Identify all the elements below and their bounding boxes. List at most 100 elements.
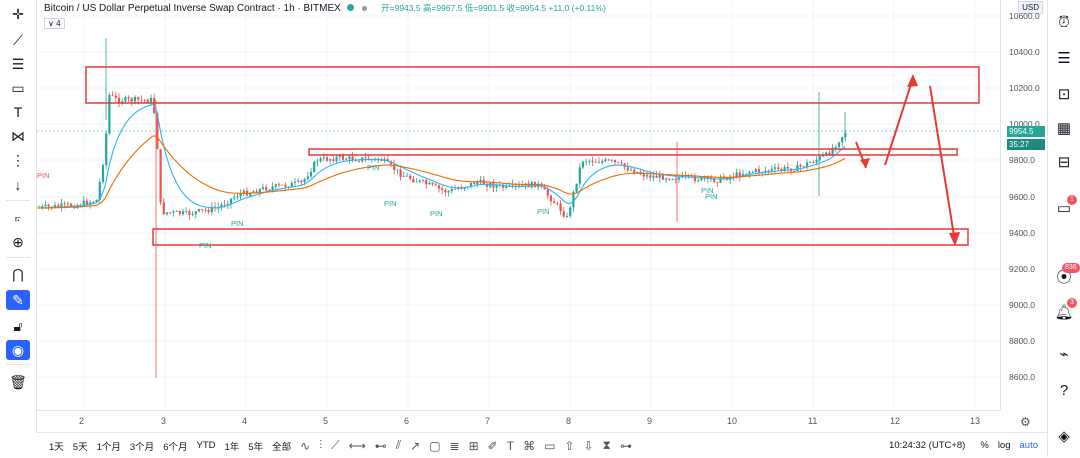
pin-label: PIN <box>367 163 380 172</box>
arrow-up-icon[interactable]: ⇧ <box>564 438 575 453</box>
range-ytd[interactable]: YTD <box>196 440 216 451</box>
arrow-down-icon[interactable]: ↓ <box>14 177 22 193</box>
brush-icon[interactable]: ✐ <box>487 438 498 453</box>
layers-icon[interactable]: ◈ <box>1058 428 1070 445</box>
channel-icon[interactable]: ⫽ <box>395 438 402 452</box>
pattern-icon[interactable]: ⋈ <box>11 127 25 144</box>
candle-body <box>517 184 521 186</box>
watchlist-icon[interactable]: ☰ <box>1057 50 1071 67</box>
candle-body <box>85 200 89 205</box>
ray-icon[interactable]: ↗ <box>410 438 421 453</box>
alarm-clock-icon[interactable]: ⏰︎ <box>1058 13 1070 31</box>
candle-body <box>834 146 837 148</box>
gear-icon[interactable]: ⚙ <box>1020 415 1031 429</box>
range-3m[interactable]: 3个月 <box>129 441 155 453</box>
measure-icon[interactable]: ⧗ <box>602 438 611 452</box>
support-box <box>152 228 969 246</box>
candle-body <box>799 164 802 167</box>
crosshair-icon[interactable]: ✛ <box>12 5 24 22</box>
candle-body <box>341 155 345 160</box>
time-axis[interactable]: 2 3 4 5 6 7 8 9 10 11 12 13 <box>37 410 1000 433</box>
candle-body <box>841 137 844 143</box>
percent-toggle[interactable]: % <box>980 440 989 451</box>
horizontal-lines-icon[interactable]: ☰ <box>11 55 25 72</box>
rectangle-icon[interactable]: ▭ <box>11 79 25 96</box>
clock[interactable]: 10:24:32 (UTC+8) <box>889 440 966 451</box>
prediction-icon[interactable]: ⋮ <box>11 151 25 168</box>
range-1m[interactable]: 1个月 <box>96 441 121 453</box>
screener-icon[interactable]: ⊟ <box>1057 154 1071 171</box>
horizontal-ray-icon[interactable]: ⟷ <box>348 438 366 453</box>
text-tool-icon[interactable]: T <box>13 104 23 120</box>
range-all[interactable]: 全部 <box>272 441 292 453</box>
range-6m[interactable]: 6个月 <box>163 441 188 453</box>
candle-body <box>319 158 322 162</box>
candle-body <box>412 178 415 182</box>
zoom-in-icon[interactable]: ⊕ <box>12 233 24 250</box>
node-icon[interactable]: ⌘ <box>523 438 536 453</box>
auto-toggle[interactable]: auto <box>1019 440 1039 451</box>
candle-body <box>837 142 841 147</box>
box-tool-icon[interactable]: ▢ <box>429 438 441 453</box>
data-window-icon[interactable]: ⊡ <box>1057 86 1071 103</box>
symbol-title: Bitcoin / US Dollar Perpetual Inverse Sw… <box>44 3 341 14</box>
candle-body <box>805 162 809 167</box>
visibility-icon[interactable]: ◉ <box>6 340 30 360</box>
arrow-head <box>907 74 918 87</box>
indicator-toggle[interactable]: ∨ 4 <box>44 18 65 29</box>
lock-drawing-icon[interactable]: ✎ <box>6 290 30 310</box>
candle-body <box>117 97 121 103</box>
text-icon[interactable]: T <box>506 438 515 453</box>
magnet-icon[interactable]: ⋂ <box>12 265 24 282</box>
candle-body <box>745 173 748 175</box>
candle-body <box>149 97 153 103</box>
range-5d[interactable]: 5天 <box>72 441 88 453</box>
chat-icon[interactable]: ▭ <box>1056 200 1072 217</box>
candle-body <box>191 214 194 215</box>
trash-icon[interactable]: 🗑︎ <box>9 373 27 390</box>
ruler-icon[interactable]: ⟔ <box>14 208 22 225</box>
settings-lines-icon[interactable]: ⊶ <box>619 438 632 453</box>
range-1d[interactable]: 1天 <box>49 441 64 453</box>
lock-icon[interactable]: 🔓︎ <box>13 317 23 334</box>
trend-line-icon[interactable]: ⟋ <box>13 31 23 48</box>
pin-label: PIN <box>430 209 443 218</box>
candle-body <box>831 147 834 155</box>
callout-icon[interactable]: ▭ <box>544 438 556 453</box>
candle-body <box>255 191 258 194</box>
candle-body <box>581 161 585 168</box>
candle-body <box>351 156 354 161</box>
price-axis[interactable]: USD 10600.0 10400.0 10200.0 10000.0 9800… <box>1000 0 1047 410</box>
candle-body <box>569 207 572 217</box>
symbol-header[interactable]: Bitcoin / US Dollar Perpetual Inverse Sw… <box>44 2 606 14</box>
pin-label: PIN <box>199 241 212 250</box>
notification-bell-icon[interactable]: 🔔︎ <box>1054 304 1074 321</box>
arrow-down-tool-icon[interactable]: ⇩ <box>583 438 594 453</box>
time-tick: 3 <box>161 416 167 426</box>
fib-icon[interactable]: ≣ <box>449 438 460 453</box>
curve-tool-icon[interactable]: ∿ <box>300 438 311 453</box>
range-5y[interactable]: 5年 <box>248 441 264 453</box>
line-tool-icon[interactable]: ⟋ <box>331 438 340 452</box>
candle-body <box>181 211 185 215</box>
time-tick: 8 <box>566 416 572 426</box>
calendar-icon[interactable]: ▦ <box>1056 120 1072 137</box>
candle-body <box>242 190 245 194</box>
vertical-line-icon[interactable]: ⫶ <box>319 438 323 452</box>
range-1y[interactable]: 1年 <box>224 441 240 453</box>
candle-body <box>617 162 620 164</box>
help-icon[interactable]: ? <box>1059 381 1069 399</box>
candle-body <box>405 175 409 177</box>
segment-icon[interactable]: ⊷ <box>374 438 387 453</box>
log-toggle[interactable]: log <box>997 440 1011 451</box>
currency-label[interactable]: USD <box>1018 1 1043 14</box>
left-drawing-toolbar: ✛ ⟋ ☰ ▭ T ⋈ ⋮ ↓ ⟔ ⊕ ⋂ ✎ 🔓︎ ◉ 🗑︎ <box>0 0 37 432</box>
gann-icon[interactable]: ⊞ <box>468 438 479 453</box>
candle-body <box>425 180 428 185</box>
candle-body <box>434 184 437 186</box>
candle-body <box>428 182 431 185</box>
idea-icon[interactable]: ⌁ <box>1059 346 1069 363</box>
candle-body <box>329 159 332 161</box>
candle-body <box>364 157 367 159</box>
